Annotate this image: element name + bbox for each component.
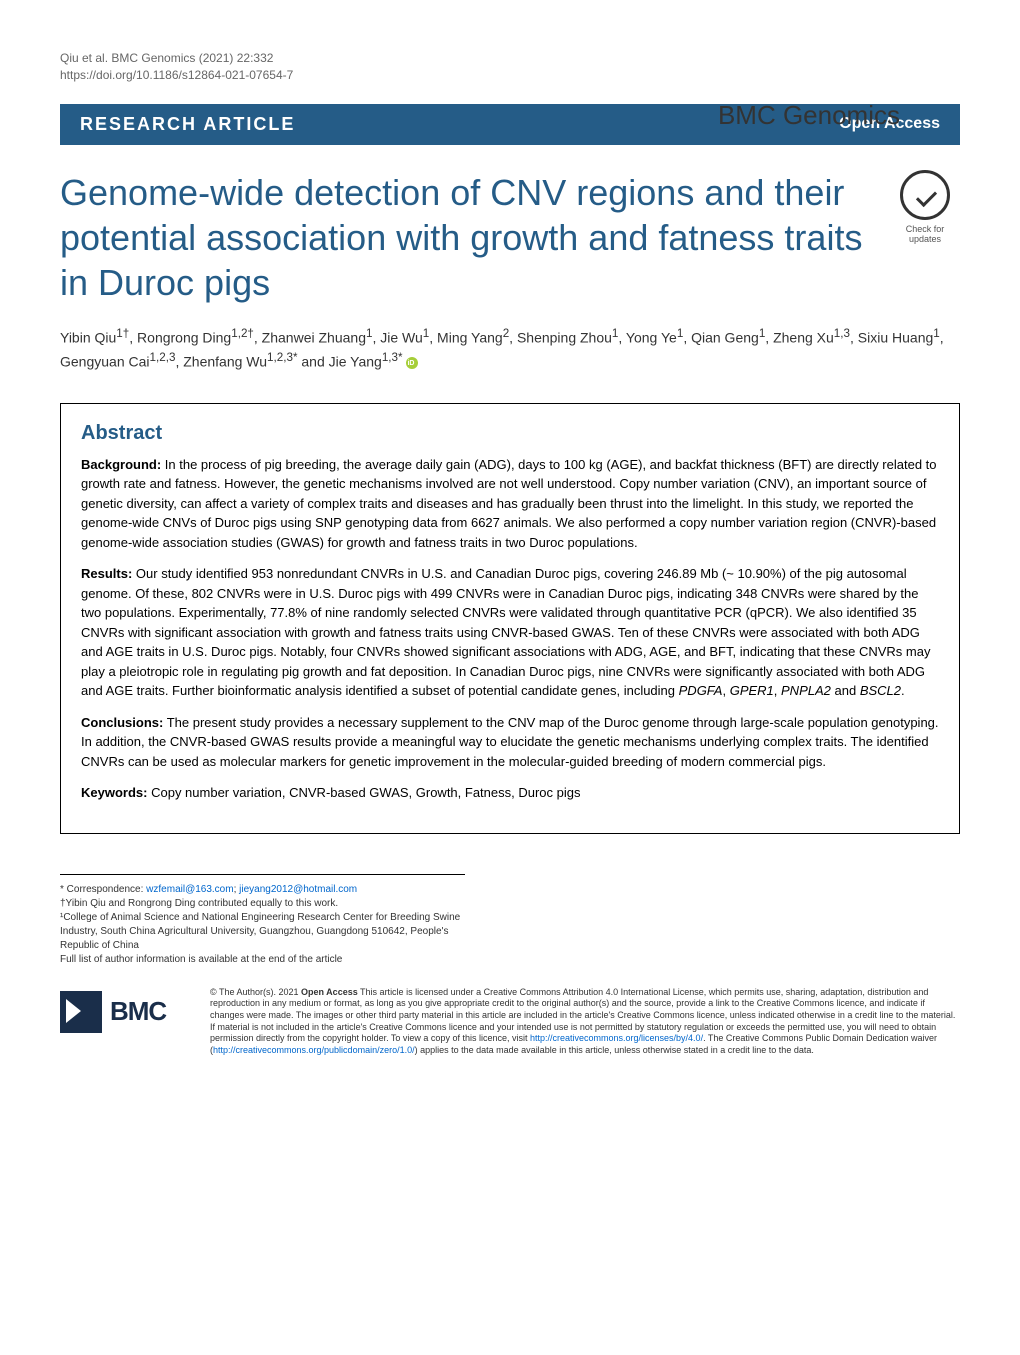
abstract-background: Background: In the process of pig breedi… bbox=[81, 455, 939, 553]
abstract-conclusions: Conclusions: The present study provides … bbox=[81, 713, 939, 772]
author-list: Yibin Qiu1†, Rongrong Ding1,2†, Zhanwei … bbox=[60, 325, 960, 373]
article-type-label: RESEARCH ARTICLE bbox=[80, 114, 295, 135]
affiliation-1: ¹College of Animal Science and National … bbox=[60, 911, 465, 953]
footnotes: * Correspondence: wzfemail@163.com; jiey… bbox=[60, 874, 465, 967]
bmc-logo: BMC bbox=[60, 987, 190, 1037]
check-updates-badge[interactable]: Check for updates bbox=[890, 170, 960, 250]
journal-brand: BMC Genomics bbox=[718, 100, 900, 131]
citation-meta: Qiu et al. BMC Genomics (2021) 22:332 ht… bbox=[60, 50, 960, 84]
abstract-keywords: Keywords: Copy number variation, CNVR-ba… bbox=[81, 783, 939, 803]
check-icon bbox=[900, 170, 950, 220]
abstract-results: Results: Our study identified 953 nonred… bbox=[81, 564, 939, 701]
background-text: In the process of pig breeding, the aver… bbox=[81, 457, 937, 550]
orcid-icon bbox=[406, 357, 418, 369]
keywords-label: Keywords: bbox=[81, 785, 147, 800]
correspondence-email-1[interactable]: wzfemail@163.com bbox=[146, 884, 233, 895]
footer-row: BMC © The Author(s). 2021 Open Access Th… bbox=[60, 987, 960, 1057]
correspondence-line: * Correspondence: wzfemail@163.com; jiey… bbox=[60, 883, 465, 897]
background-label: Background: bbox=[81, 457, 161, 472]
abstract-heading: Abstract bbox=[81, 422, 939, 445]
equal-contribution: †Yibin Qiu and Rongrong Ding contributed… bbox=[60, 897, 465, 911]
abstract-box: Abstract Background: In the process of p… bbox=[60, 403, 960, 834]
correspondence-email-2[interactable]: jieyang2012@hotmail.com bbox=[239, 884, 357, 895]
article-title: Genome-wide detection of CNV regions and… bbox=[60, 170, 870, 305]
citation-line: Qiu et al. BMC Genomics (2021) 22:332 bbox=[60, 50, 960, 67]
keywords-text: Copy number variation, CNVR-based GWAS, … bbox=[151, 785, 580, 800]
check-updates-label: Check for updates bbox=[890, 224, 960, 244]
conclusions-text: The present study provides a necessary s… bbox=[81, 715, 939, 769]
license-text: © The Author(s). 2021 Open Access This a… bbox=[210, 987, 960, 1057]
bmc-logo-icon bbox=[60, 991, 102, 1033]
bmc-logo-text: BMC bbox=[110, 996, 166, 1027]
conclusions-label: Conclusions: bbox=[81, 715, 163, 730]
correspondence-label: * Correspondence: bbox=[60, 884, 146, 895]
full-author-list-note: Full list of author information is avail… bbox=[60, 953, 465, 967]
doi-line: https://doi.org/10.1186/s12864-021-07654… bbox=[60, 67, 960, 84]
